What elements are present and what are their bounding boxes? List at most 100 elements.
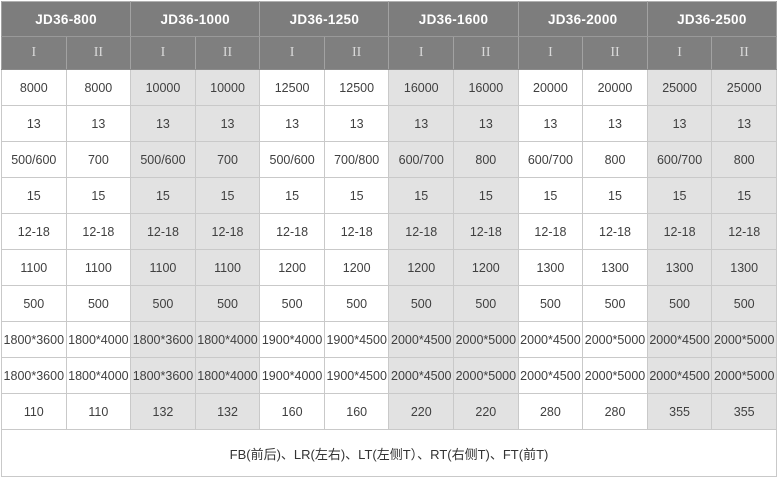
footer-row: FB(前后)、LR(左右)、LT(左侧T）、RT(右侧T)、FT(前T) (1, 429, 777, 477)
table-cell: 700/800 (323, 141, 390, 178)
table-cell: 160 (323, 393, 390, 430)
table-cell: 13 (646, 105, 713, 142)
table-cell: 15 (65, 177, 132, 214)
table-cell: 132 (130, 393, 196, 430)
table-cell: 1900*4000 (259, 321, 325, 358)
table-cell: 12-18 (65, 213, 132, 250)
table-cell: 1900*4500 (323, 357, 390, 394)
subcolumn-header: I (388, 36, 455, 70)
table-cell: 2000*4500 (646, 321, 713, 358)
footer-note: FB(前后)、LR(左右)、LT(左侧T）、RT(右侧T)、FT(前T) (1, 429, 777, 477)
table-cell: 1200 (259, 249, 325, 286)
table-cell: 15 (1, 177, 67, 214)
subcolumn-header: I (1, 36, 67, 70)
table-cell: 12-18 (194, 213, 261, 250)
table-cell: 12-18 (711, 213, 777, 250)
table-cell: 2000*4500 (388, 357, 455, 394)
table-cell: 800 (582, 141, 648, 178)
column-group-header: JD36-800 (0, 1, 132, 37)
table-cell: 1900*4500 (323, 321, 390, 358)
table-cell: 12-18 (130, 213, 196, 250)
table-cell: 15 (582, 177, 648, 214)
table-cell: 13 (388, 105, 455, 142)
column-group-header: JD36-2000 (517, 1, 648, 37)
table-cell: 2000*5000 (453, 321, 519, 358)
table-cell: 2000*5000 (453, 357, 519, 394)
table-cell: 355 (646, 393, 713, 430)
table-cell: 1800*3600 (130, 357, 196, 394)
column-group-header: JD36-1250 (259, 1, 390, 37)
table-cell: 500 (1, 285, 67, 322)
table-cell: 1800*4000 (194, 321, 261, 358)
table-cell: 13 (517, 105, 584, 142)
table-cell: 15 (646, 177, 713, 214)
table-cell: 12-18 (582, 213, 648, 250)
table-cell: 280 (517, 393, 584, 430)
table-cell: 220 (388, 393, 455, 430)
table-cell: 500/600 (1, 141, 67, 178)
table-cell: 25000 (646, 69, 713, 106)
table-cell: 1200 (323, 249, 390, 286)
table-cell: 160 (259, 393, 325, 430)
table-cell: 1800*4000 (65, 357, 132, 394)
table-cell: 13 (1, 105, 67, 142)
table-cell: 500 (130, 285, 196, 322)
table-cell: 2000*4500 (517, 321, 584, 358)
table-cell: 12-18 (646, 213, 713, 250)
subcolumn-header: II (65, 36, 132, 70)
table-cell: 2000*5000 (711, 357, 777, 394)
subcolumn-header: II (194, 36, 261, 70)
table-cell: 13 (65, 105, 132, 142)
table-cell: 25000 (711, 69, 777, 106)
table-cell: 1800*4000 (65, 321, 132, 358)
table-cell: 500 (65, 285, 132, 322)
spec-table-head: JD36-800 JD36-1000 JD36-1250 JD36-1600 JD36-… (0, 1, 778, 70)
table-cell: 16000 (388, 69, 455, 106)
table-cell: 1800*3600 (1, 321, 67, 358)
table-cell: 1200 (453, 249, 519, 286)
table-cell: 13 (453, 105, 519, 142)
table-row: 500 500 500 500 500 500 500 500 500 500 500 500 (1, 285, 777, 322)
table-cell: 12-18 (259, 213, 325, 250)
table-cell: 600/700 (517, 141, 584, 178)
table-cell: 12-18 (1, 213, 67, 250)
table-row: 13 13 13 13 13 13 13 13 13 13 13 13 (1, 105, 777, 142)
table-cell: 1100 (1, 249, 67, 286)
table-cell: 220 (453, 393, 519, 430)
table-cell: 15 (323, 177, 390, 214)
table-cell: 132 (194, 393, 261, 430)
table-cell: 600/700 (646, 141, 713, 178)
table-cell: 12500 (259, 69, 325, 106)
table-cell: 1800*3600 (1, 357, 67, 394)
table-cell: 500 (453, 285, 519, 322)
table-row: 1800*3600 1800*4000 1800*3600 1800*4000 1900… (1, 357, 777, 394)
table-cell: 500 (388, 285, 455, 322)
table-cell: 15 (130, 177, 196, 214)
table-cell: 500 (582, 285, 648, 322)
table-row: 12-18 12-18 12-18 12-18 12-18 12-18 12-18 12-18… (1, 213, 777, 250)
table-cell: 2000*5000 (711, 321, 777, 358)
table-cell: 12500 (323, 69, 390, 106)
table-cell: 110 (65, 393, 132, 430)
table-cell: 2000*4500 (646, 357, 713, 394)
subcolumn-header: II (323, 36, 390, 70)
table-cell: 1100 (65, 249, 132, 286)
table-cell: 15 (711, 177, 777, 214)
table-cell: 2000*4500 (388, 321, 455, 358)
table-row: 1800*3600 1800*4000 1800*3600 1800*4000 1900… (1, 321, 777, 358)
table-cell: 16000 (453, 69, 519, 106)
table-cell: 8000 (1, 69, 67, 106)
spec-table-foot: FB(前后)、LR(左右)、LT(左侧T）、RT(右侧T)、FT(前T) (1, 429, 777, 477)
subcolumn-header: I (517, 36, 584, 70)
table-cell: 1300 (517, 249, 584, 286)
table-cell: 13 (323, 105, 390, 142)
table-row: 500/600 700 500/600 700 500/600 700/800 600/70… (1, 141, 777, 178)
table-cell: 600/700 (388, 141, 455, 178)
table-cell: 15 (517, 177, 584, 214)
subcolumn-header-row: I II I II I II I II I II I II (1, 36, 777, 70)
table-cell: 13 (259, 105, 325, 142)
spec-table-body: 8000 8000 10000 10000 12500 12500 16000 16000 20… (1, 69, 777, 430)
table-cell: 500 (646, 285, 713, 322)
